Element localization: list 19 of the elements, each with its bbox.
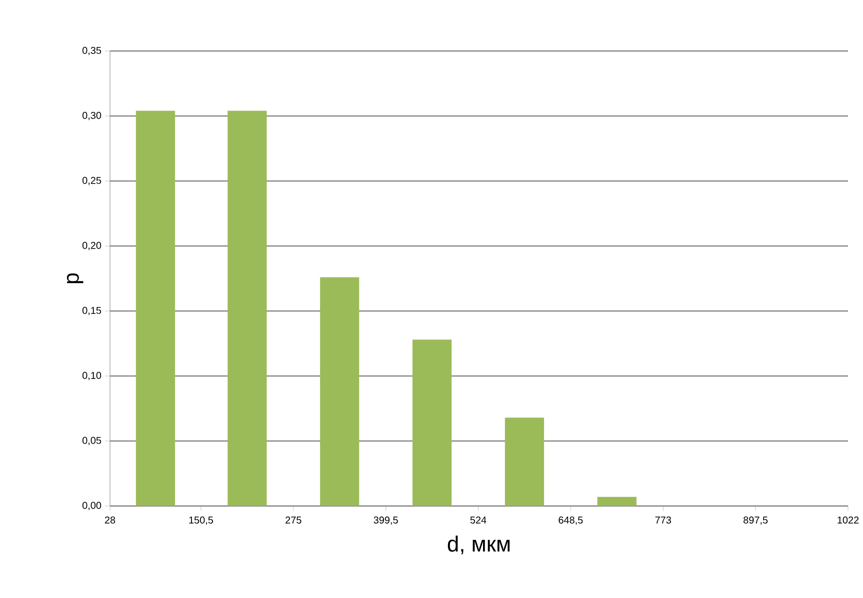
y-tick-label: 0,05 [82,436,102,446]
y-tick-label: 0,20 [82,242,102,250]
y-tick-label: 0,25 [82,176,102,186]
x-tick-label: 275 [286,516,302,524]
x-tick-label: 399,5 [374,516,398,525]
x-tick-label: 524 [470,516,486,524]
x-tick-label: 150,5 [189,516,213,525]
x-tick-label: 1022 [838,516,859,524]
y-tick-label: 0,00 [82,502,102,510]
y-tick-label: 0,35 [82,46,102,56]
x-axis-title: d, мкм [448,536,510,554]
x-tick-label: 773 [655,516,672,524]
x-tick-label: 897,5 [744,516,768,525]
x-tick-label: 648,5 [558,516,583,525]
y-tick-label: 0,30 [82,112,102,120]
y-tick-label: 0,15 [82,306,102,316]
y-axis-title: p [66,273,84,284]
x-tick-label: 28 [104,516,116,524]
y-tick-label: 0,10 [82,372,102,380]
